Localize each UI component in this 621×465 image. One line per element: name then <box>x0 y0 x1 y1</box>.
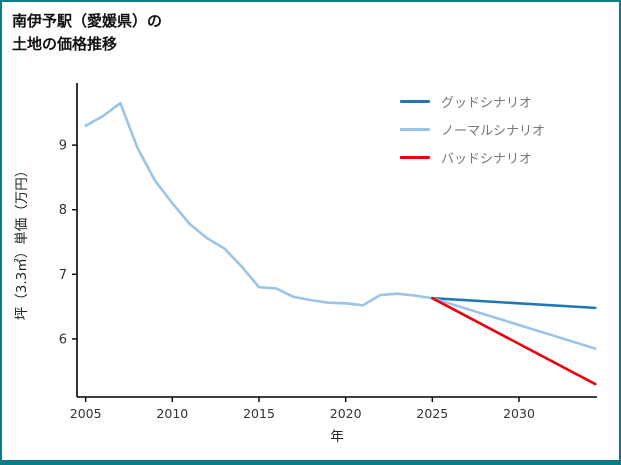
y-axis-label: 坪（3.3㎡）単価（万円） <box>14 164 30 320</box>
y-tick-label: 7 <box>59 268 67 283</box>
legend-line-bad-icon <box>400 156 430 159</box>
y-tick-label: 9 <box>59 139 67 154</box>
legend-item-good: グッドシナリオ <box>400 92 545 111</box>
chart-title-line2: 土地の価格推移 <box>12 35 118 54</box>
series-line-bad <box>431 296 597 386</box>
series-line-normal <box>431 296 597 350</box>
legend-label-normal: ノーマルシナリオ <box>441 124 546 139</box>
x-tick-label: 2015 <box>243 406 275 421</box>
legend-item-bad: バッドシナリオ <box>400 148 545 167</box>
x-tick-label: 2010 <box>156 406 188 421</box>
legend-label-bad: バッドシナリオ <box>441 152 533 167</box>
chart-title-line1: 南伊予駅（愛媛県）の <box>12 12 163 30</box>
legend-label-good: グッドシナリオ <box>441 96 533 111</box>
chart-title: 南伊予駅（愛媛県）の 土地の価格推移 <box>12 10 162 57</box>
legend-item-normal: ノーマルシナリオ <box>400 120 545 139</box>
series-line-good <box>431 296 597 310</box>
legend: グッドシナリオ ノーマルシナリオ バッドシナリオ <box>400 92 545 167</box>
series-line-history <box>84 101 434 307</box>
legend-line-normal-icon <box>400 128 430 131</box>
x-tick-label: 2005 <box>70 406 102 421</box>
x-tick-label: 2025 <box>416 406 448 421</box>
y-tick-label: 8 <box>59 203 67 218</box>
x-tick-label: 2030 <box>503 406 535 421</box>
y-tick-label: 6 <box>59 332 67 347</box>
x-tick-label: 2020 <box>330 406 362 421</box>
x-axis-label: 年 <box>330 429 344 445</box>
legend-line-good-icon <box>400 100 430 103</box>
